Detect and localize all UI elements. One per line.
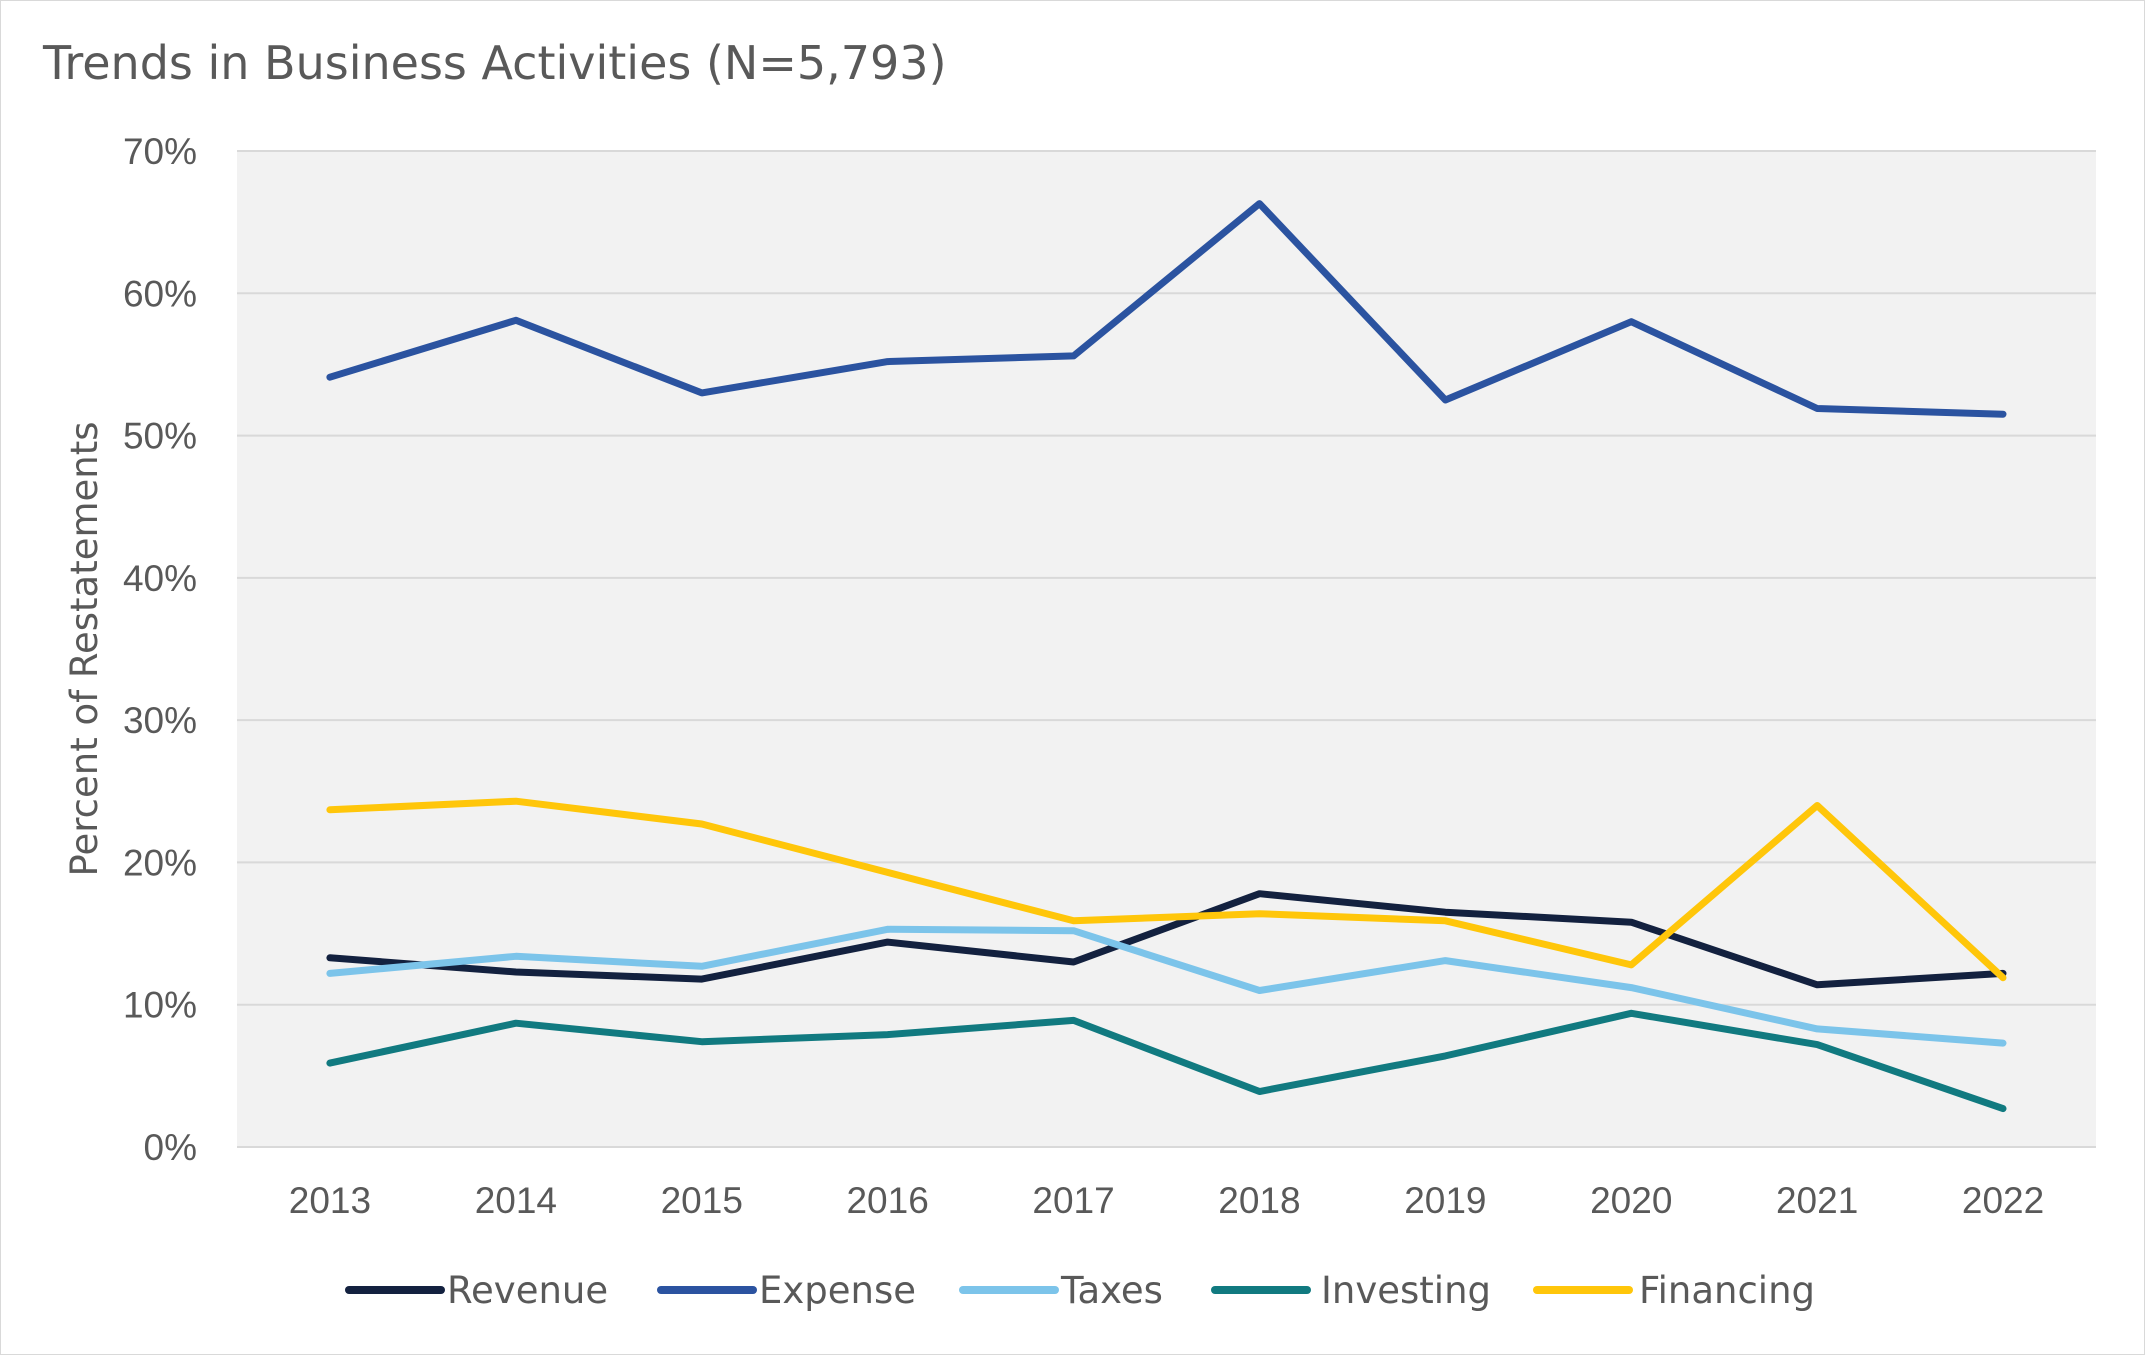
y-tick-label: 30% xyxy=(123,700,197,741)
x-tick-label: 2013 xyxy=(289,1180,371,1221)
series-line-revenue xyxy=(326,890,2007,989)
y-axis-title: Percent of Restatements xyxy=(63,422,106,877)
legend-label: Investing xyxy=(1321,1269,1491,1312)
y-tick-label: 0% xyxy=(144,1127,197,1168)
series-line-taxes xyxy=(326,925,2007,1047)
legend-item-investing: Investing xyxy=(1211,1269,1491,1312)
x-tick-label: 2019 xyxy=(1404,1180,1486,1221)
legend-item-taxes: Taxes xyxy=(959,1269,1163,1312)
plot-area xyxy=(237,151,2096,1147)
legend-label: Revenue xyxy=(447,1269,608,1312)
x-tick-label: 2014 xyxy=(475,1180,557,1221)
x-tick-label: 2018 xyxy=(1218,1180,1300,1221)
x-tick-label: 2021 xyxy=(1776,1180,1858,1221)
x-tick-label: 2020 xyxy=(1590,1180,1672,1221)
legend: Revenue Expense Taxes Investing Financing xyxy=(345,1269,1815,1312)
y-tick-label: 60% xyxy=(123,273,197,314)
y-tick-label: 10% xyxy=(123,985,197,1026)
y-tick-label: 40% xyxy=(123,558,197,599)
legend-item-expense: Expense xyxy=(657,1269,916,1312)
series-lines xyxy=(326,200,2007,1113)
x-tick-label: 2022 xyxy=(1962,1180,2044,1221)
y-tick-label: 70% xyxy=(123,131,197,172)
series-line-investing xyxy=(326,1009,2007,1113)
y-axis-tick-labels: 0% 10% 20% 30% 40% 50% 60% 70% xyxy=(123,131,197,1168)
series-line-expense xyxy=(326,200,2007,418)
x-tick-label: 2015 xyxy=(661,1180,743,1221)
x-tick-label: 2017 xyxy=(1032,1180,1114,1221)
legend-label: Taxes xyxy=(1060,1269,1163,1312)
x-tick-label: 2016 xyxy=(846,1180,928,1221)
gridlines xyxy=(237,150,2096,1148)
chart-title: Trends in Business Activities (N=5,793) xyxy=(42,36,947,90)
legend-item-financing: Financing xyxy=(1533,1269,1815,1312)
legend-item-revenue: Revenue xyxy=(345,1269,608,1312)
series-line-financing xyxy=(326,797,2007,982)
legend-label: Financing xyxy=(1639,1269,1815,1312)
y-tick-label: 50% xyxy=(123,416,197,457)
y-tick-label: 20% xyxy=(123,842,197,883)
legend-label: Expense xyxy=(759,1269,916,1312)
x-axis-tick-labels: 2013 2014 2015 2016 2017 2018 2019 2020 2021 2022 xyxy=(289,1180,2044,1221)
